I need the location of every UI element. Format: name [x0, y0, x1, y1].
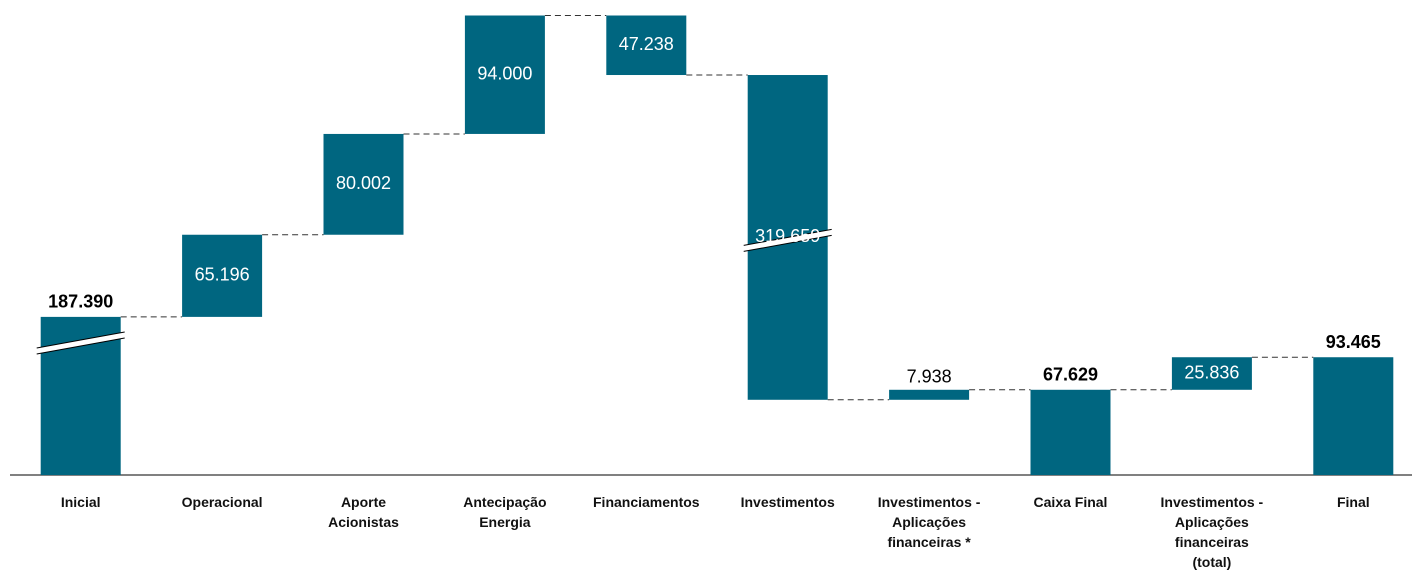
x-tick-label: Final: [1336, 494, 1370, 510]
bar: [606, 15, 687, 76]
x-tick-label: Aporte Acionistas: [328, 494, 399, 530]
bar: [1313, 357, 1394, 475]
break-mark: [743, 234, 832, 252]
value-label: 67.629: [1043, 365, 1098, 385]
value-label: 65.196: [195, 265, 250, 285]
break-gap: [743, 229, 832, 252]
break-gap: [36, 332, 125, 354]
x-tick-label: Financiamentos: [593, 494, 700, 510]
x-tick-label: Investimentos: [740, 494, 835, 510]
x-tick-label: Inicial: [60, 494, 101, 510]
value-label: 25.836: [1184, 362, 1239, 382]
bar: [1030, 389, 1111, 475]
break-mark: [36, 337, 125, 355]
break-mark: [743, 228, 832, 246]
bar: [323, 133, 404, 235]
value-label: 187.390: [48, 292, 113, 312]
value-label: 80.002: [336, 173, 391, 193]
x-tick-label: Investimentos - Aplicações financeiras (…: [1160, 494, 1264, 570]
bar: [1171, 357, 1252, 390]
bar: [464, 15, 545, 134]
x-tick-label: Investimentos - Aplicações financeiras *: [877, 494, 981, 550]
bar: [889, 389, 970, 400]
value-label: 94.000: [477, 63, 532, 83]
x-tick-label: Operacional: [181, 494, 263, 510]
x-tick-label: Caixa Final: [1033, 494, 1108, 510]
value-label: 93.465: [1326, 332, 1381, 352]
bar: [182, 234, 263, 317]
value-label: 319.659: [755, 226, 820, 246]
value-label: 7.938: [907, 367, 952, 387]
break-mark: [36, 331, 125, 349]
x-tick-label: Antecipação Energia: [463, 494, 547, 530]
value-label: 47.238: [619, 34, 674, 54]
